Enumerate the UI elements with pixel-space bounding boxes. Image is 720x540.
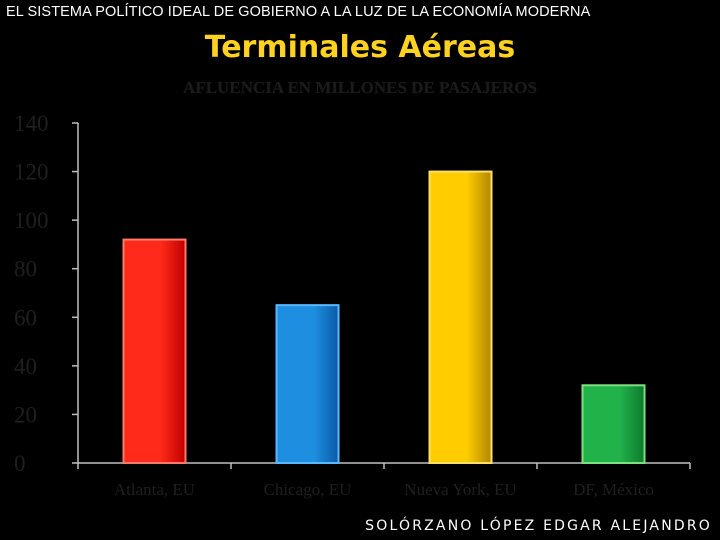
y-tick-label: 80 xyxy=(14,257,37,282)
y-tick-label: 120 xyxy=(14,160,49,185)
chart-title: AFLUENCIA EN MILLONES DE PASAJEROS xyxy=(183,78,537,97)
x-tick-label: DF, México xyxy=(573,480,654,499)
y-tick-label: 100 xyxy=(14,208,49,233)
y-axis: 0 20 40 60 80 100 120 140 xyxy=(14,111,79,476)
x-tick-label: Atlanta, EU xyxy=(114,480,195,499)
y-tick-label: 140 xyxy=(14,111,49,136)
x-tick-label: Nueva York, EU xyxy=(404,480,516,499)
slide-title: Terminales Aéreas xyxy=(204,30,516,65)
y-tick-label: 20 xyxy=(14,402,37,427)
y-tick-label: 0 xyxy=(14,451,26,476)
bar xyxy=(428,170,493,464)
y-tick-label: 60 xyxy=(14,305,37,330)
y-tick-label: 40 xyxy=(14,354,37,379)
author-footer: SOLÓRZANO LÓPEZ EDGAR ALEJANDRO xyxy=(365,518,712,534)
bars xyxy=(122,170,646,464)
x-tick-label: Chicago, EU xyxy=(264,480,352,499)
bar xyxy=(275,304,340,464)
bar xyxy=(581,384,646,464)
bar xyxy=(122,238,187,464)
presentation-header: EL SISTEMA POLÍTICO IDEAL DE GOBIERNO A … xyxy=(6,4,591,20)
x-tick-labels: Atlanta, EU Chicago, EU Nueva York, EU DF, … xyxy=(114,480,654,499)
